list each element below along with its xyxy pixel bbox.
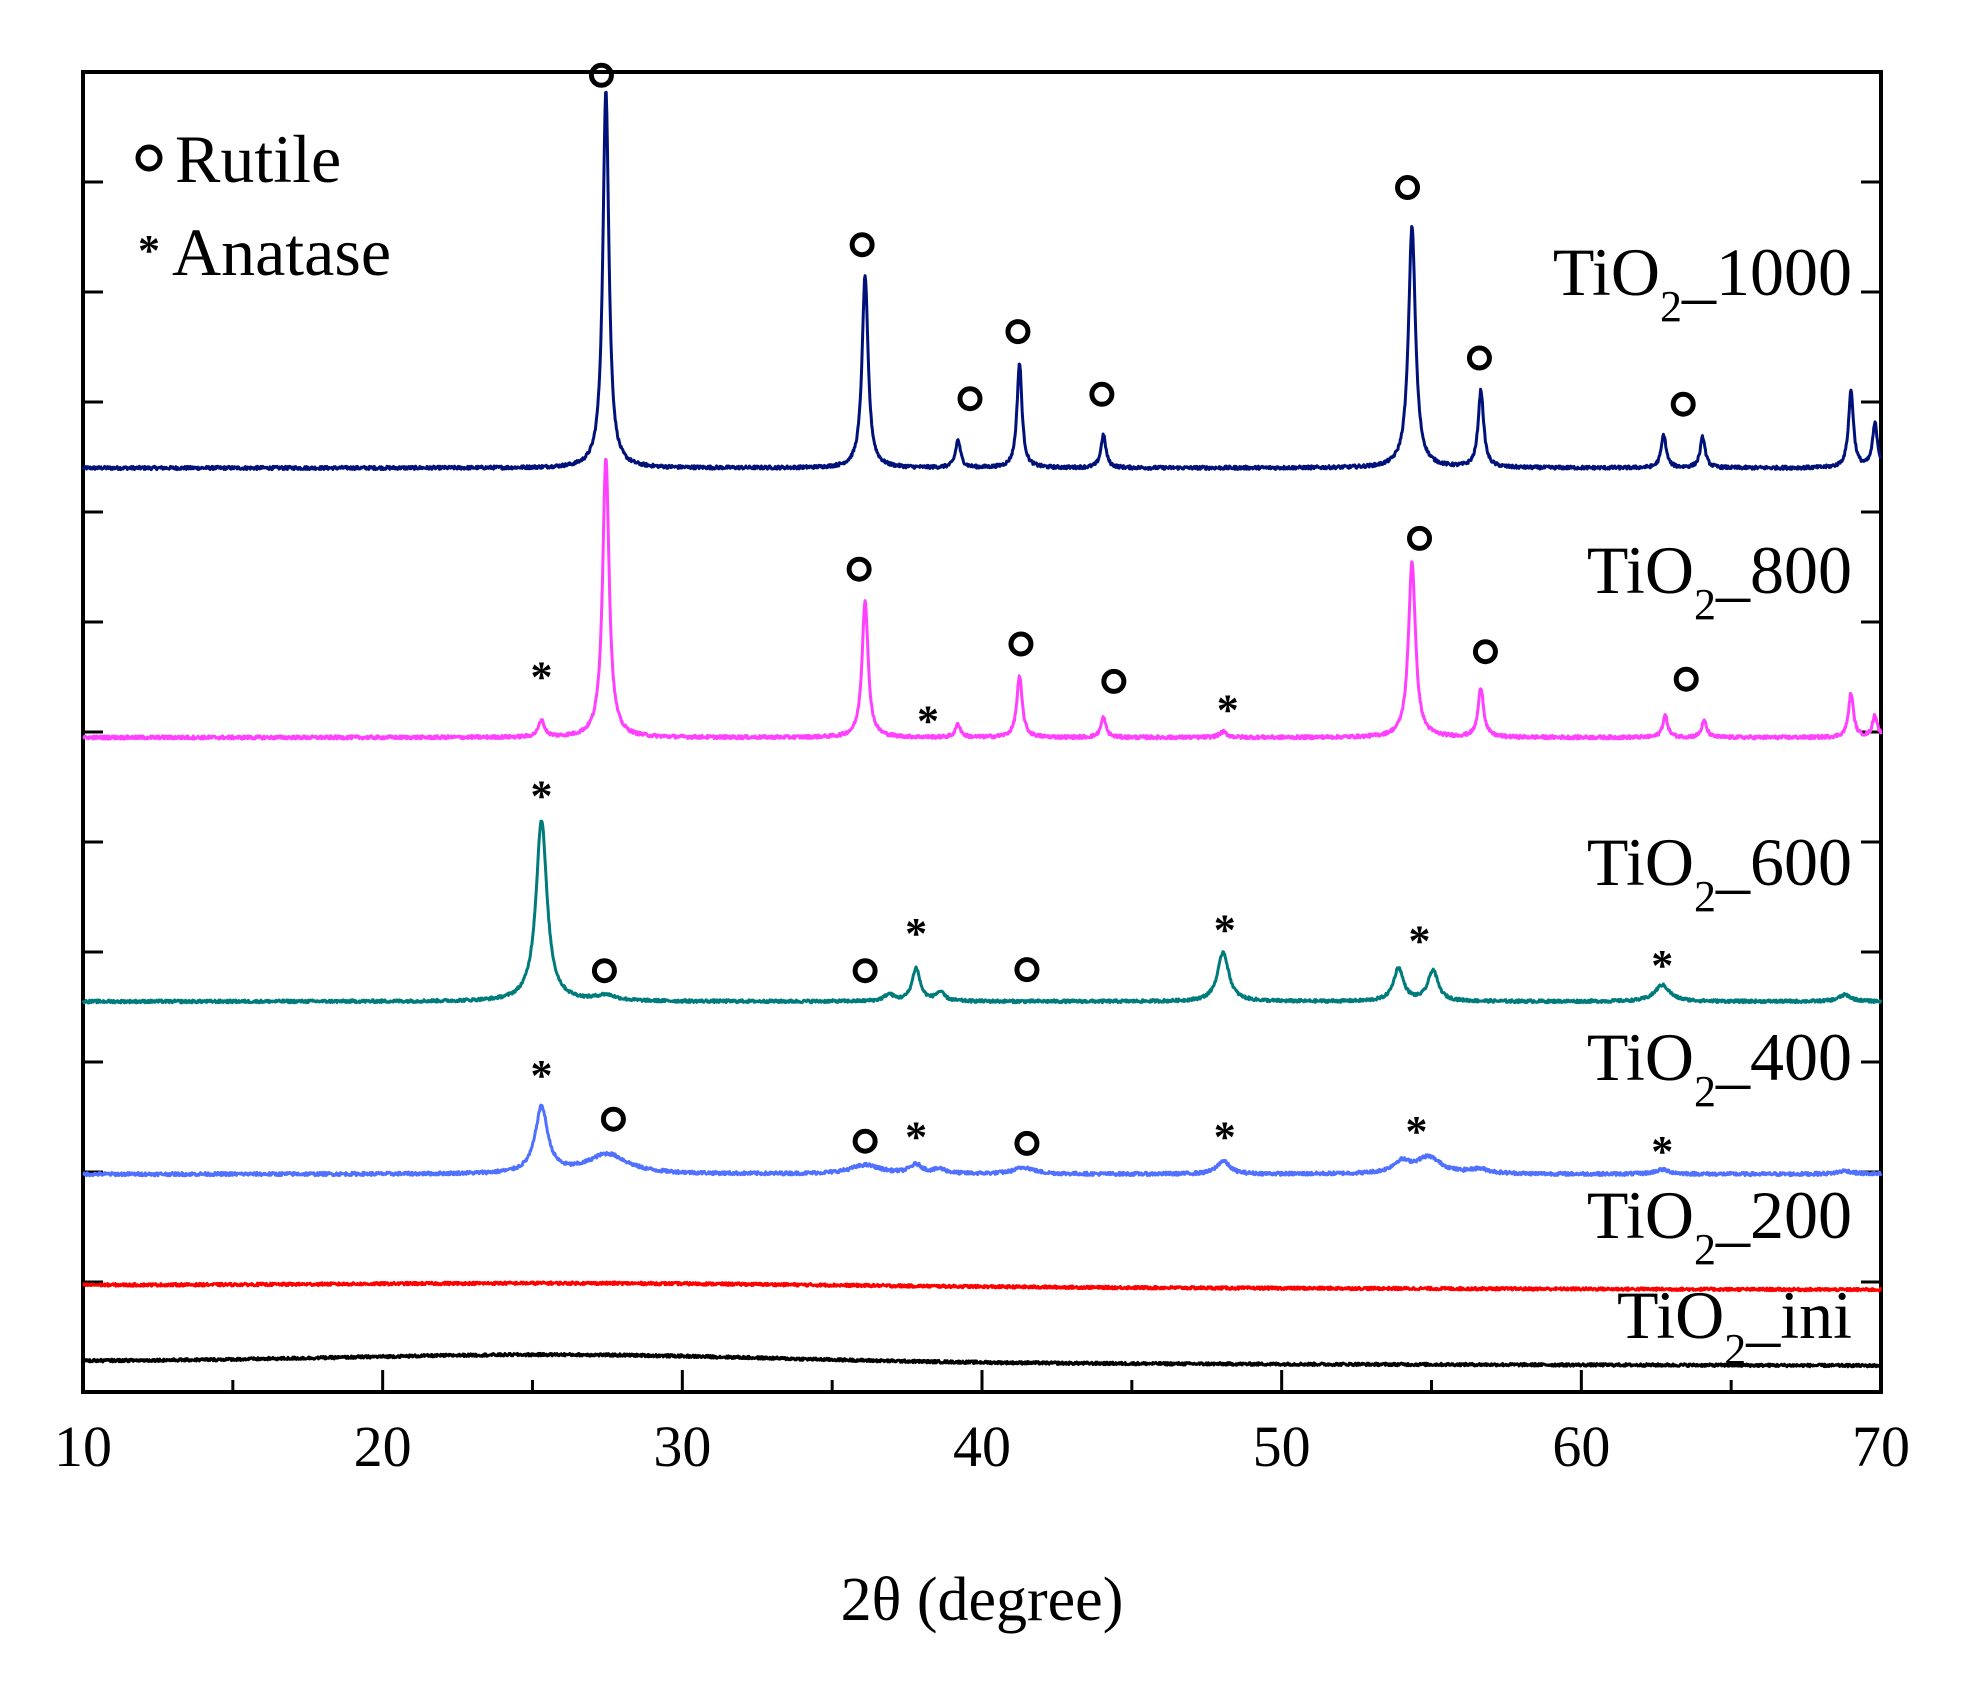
x-tick-label: 10: [54, 1414, 112, 1479]
series-label-suffix: _600: [1715, 824, 1852, 900]
series-label-sub: 2: [1694, 1225, 1716, 1274]
anatase-marker-icon: *: [1651, 941, 1673, 990]
series-label: TiO2_600: [1587, 824, 1852, 921]
rutile-marker-icon: [588, 62, 614, 88]
rutile-marker-icon: [852, 1128, 878, 1154]
series-label-suffix: _800: [1715, 532, 1852, 608]
x-tick-label: 40: [953, 1414, 1011, 1479]
series-line-tio2_800: [82, 457, 1883, 741]
anatase-marker-icon: *: [1651, 1127, 1673, 1176]
x-tick-label: 60: [1552, 1414, 1610, 1479]
series-label: TiO2_400: [1587, 1019, 1852, 1116]
series-label: TiO2_ini: [1617, 1277, 1852, 1374]
rutile-marker-icon: [1673, 666, 1699, 692]
series-label: TiO2_1000: [1553, 234, 1852, 331]
x-tick-label: 30: [653, 1414, 711, 1479]
series-label-suffix: _200: [1715, 1177, 1852, 1253]
series-label-sub: 2: [1694, 1067, 1716, 1116]
y-ticks: [83, 180, 1881, 1284]
x-tick-label: 70: [1852, 1414, 1910, 1479]
series-label-main: TiO: [1587, 1019, 1694, 1095]
rutile-marker-icon: [591, 958, 617, 984]
series-label-suffix: _400: [1715, 1019, 1852, 1095]
series-label-sub: 2: [1694, 580, 1716, 629]
rutile-marker-icon: [1407, 525, 1433, 551]
anatase-marker-icon: *: [1409, 917, 1431, 966]
rutile-marker-icon: [1008, 631, 1034, 657]
series-line-tio2_200: [82, 1280, 1883, 1293]
series-label-sub: 2: [1660, 282, 1682, 331]
anatase-marker-icon: *: [1214, 906, 1236, 955]
legend: Rutile * Anatase: [135, 121, 391, 290]
x-tick-label: 50: [1253, 1414, 1311, 1479]
legend-anatase-star-icon: *: [138, 226, 160, 275]
series-label-main: TiO: [1587, 824, 1694, 900]
series-line-tio2_600: [81, 819, 1883, 1005]
rutile-marker-icon: [600, 1106, 626, 1132]
anatase-marker-icon: *: [917, 697, 939, 746]
series-line-tio2_1000: [81, 90, 1883, 472]
rutile-marker-icon: [846, 556, 872, 582]
series-labels: TiO2_1000TiO2_800TiO2_600TiO2_400TiO2_20…: [1553, 234, 1852, 1374]
x-tick-label: 20: [354, 1414, 412, 1479]
series-label-main: TiO: [1587, 532, 1694, 608]
rutile-marker-icon: [1014, 1130, 1040, 1156]
rutile-marker-icon: [957, 386, 983, 412]
series-label-sub: 2: [1694, 872, 1716, 921]
x-axis: 10 20 30 40 50 60 70: [54, 1370, 1910, 1479]
anatase-marker-icon: *: [905, 909, 927, 958]
anatase-marker-icon: *: [530, 1051, 552, 1100]
anatase-marker-icon: *: [905, 1113, 927, 1162]
anatase-marker-icon: *: [530, 772, 552, 821]
rutile-marker-icon: [852, 958, 878, 984]
legend-anatase-label: Anatase: [172, 214, 391, 290]
series-label-suffix: _1000: [1681, 234, 1852, 310]
legend-rutile-circle-icon: [135, 144, 163, 172]
series-label-main: TiO: [1587, 1177, 1694, 1253]
anatase-marker-icon: *: [530, 653, 552, 702]
rutile-marker-icon: [1014, 957, 1040, 983]
phase-markers: * * * * * * * * * * * * *: [530, 62, 1699, 1176]
rutile-marker-icon: [1395, 175, 1421, 200]
series-label-suffix: _ini: [1745, 1277, 1852, 1353]
legend-rutile-label: Rutile: [175, 121, 341, 197]
series-label-main: TiO: [1553, 234, 1660, 310]
anatase-marker-icon: *: [1406, 1107, 1428, 1156]
series-label-sub: 2: [1724, 1325, 1746, 1374]
rutile-marker-icon: [1101, 668, 1127, 694]
rutile-marker-icon: [1670, 391, 1696, 417]
rutile-marker-icon: [849, 232, 875, 258]
series-line-tio2_ini: [81, 1351, 1883, 1369]
series-line-tio2_400: [82, 1103, 1883, 1178]
anatase-marker-icon: *: [1217, 686, 1239, 735]
rutile-marker-icon: [1089, 381, 1115, 407]
series-label: TiO2_800: [1587, 532, 1852, 629]
anatase-marker-icon: *: [1214, 1113, 1236, 1162]
series-label: TiO2_200: [1587, 1177, 1852, 1274]
x-axis-title: 2θ (degree): [841, 1566, 1124, 1634]
series-label-main: TiO: [1617, 1277, 1724, 1353]
series-group: [81, 90, 1883, 1369]
rutile-marker-icon: [1472, 639, 1498, 665]
rutile-marker-icon: [1466, 345, 1492, 371]
rutile-marker-icon: [1005, 319, 1031, 345]
